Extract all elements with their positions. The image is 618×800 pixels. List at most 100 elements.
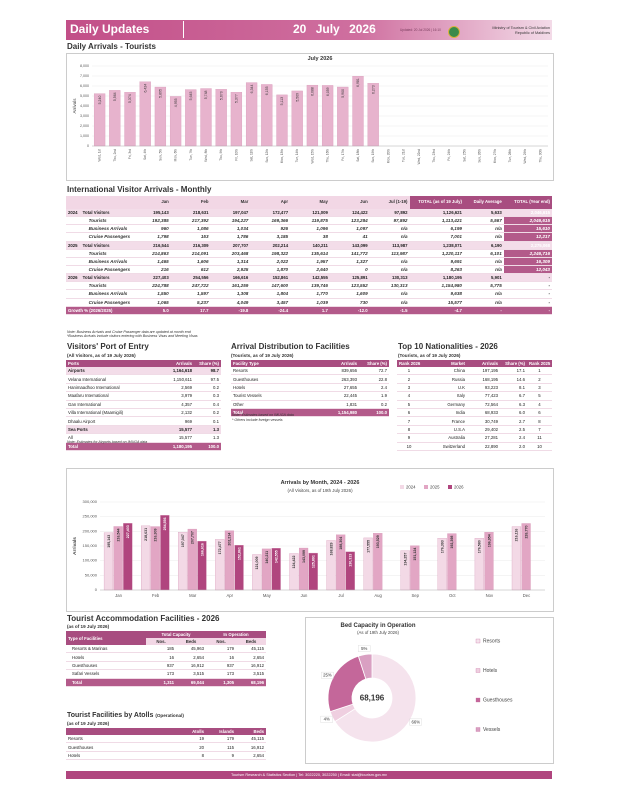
x-tick-label: Nov	[486, 593, 494, 598]
page-title: Daily Updates	[70, 22, 150, 36]
table-cell: 2,654	[176, 652, 206, 662]
table-cell: Guesthouses	[231, 374, 319, 384]
table-cell	[66, 249, 81, 258]
header-cell: Type of Facilities	[66, 631, 146, 645]
table-cell: 1,126,621	[409, 209, 464, 218]
y-tick-label: 2,000	[80, 124, 89, 128]
table-cell: 8.1	[500, 383, 527, 393]
table-cell: 113,987	[369, 241, 410, 250]
table-cell: 45,115	[236, 645, 266, 654]
table-cell: n/a	[369, 298, 410, 307]
table-cell: 179	[206, 645, 236, 654]
table-row: 5 Germany 72,564 6.3 4	[397, 400, 552, 409]
table-cell: 0.2	[194, 408, 221, 418]
value-label: 188,304	[339, 537, 343, 550]
table-cell: 142,555	[290, 273, 330, 283]
x-tick-label: Mon, 13th	[280, 149, 284, 163]
header-row: Facility Type Arrivals Share (%)	[231, 360, 389, 367]
section-subtitle: (All Visitors, as of 19 July 2026)	[67, 353, 136, 358]
header-cell: Ports	[66, 360, 156, 367]
table-cell: Resorts	[66, 735, 176, 744]
table-row: Cruise Passengers 1,798 153 1,786 3,185 38 41 n…	[66, 232, 552, 242]
table-cell: 16	[206, 652, 236, 662]
table-cell: 98.7	[194, 367, 221, 376]
table-cell: 5,775	[463, 281, 504, 291]
legend-swatch	[475, 697, 481, 703]
table-cell: 6.7	[500, 391, 527, 401]
donut-slice	[327, 655, 367, 713]
x-tick-label: Tue, 14th	[295, 149, 299, 163]
table-row: Resorts & Marinas 185 45,963 179 45,115	[66, 645, 266, 654]
value-label: 5,645	[189, 92, 193, 101]
value-label: 143,099	[302, 550, 306, 563]
ministry: Ministry of Tourism & Civil Aviation Repu…	[462, 26, 550, 35]
x-tick-label: Tue, 21st	[402, 149, 406, 162]
table-cell: 2,654	[236, 751, 266, 761]
section-title: Daily Arrivals - Tourists	[67, 42, 156, 51]
y-tick-label: 3,000	[80, 114, 89, 118]
row-label: Cruise Passengers	[80, 298, 131, 307]
table-cell: 29,402	[467, 425, 500, 435]
table-cell: 113,987	[369, 249, 410, 258]
table-cell: Total	[66, 678, 146, 687]
section-title: Tourist Facilities by Atolls (Operationa…	[67, 712, 184, 719]
table-cell: 5	[397, 400, 421, 409]
table-cell: 8	[397, 425, 421, 435]
table-cell: 97.5	[194, 374, 221, 384]
header-row: Rank 2026 Market Arrivals Share (%) Rank 202…	[397, 360, 552, 367]
table-cell: n/a	[463, 224, 504, 234]
table-row: 2 Russia 168,195 14.6 2	[397, 374, 552, 384]
header-cell: Beds	[236, 728, 266, 735]
top10-wrap: Rank 2026 Market Arrivals Share (%) Rank 202…	[397, 360, 552, 451]
x-tick-label: Wed, 22nd	[417, 149, 421, 165]
chart-frame	[66, 468, 554, 612]
table-cell	[66, 224, 81, 234]
table-cell: 179	[206, 735, 236, 744]
y-axis-label: Arrivals	[72, 98, 77, 114]
table-row: Hotels 8 9 2,654	[66, 751, 266, 761]
header-cell: Rank 2025	[527, 360, 552, 367]
y-tick-label: 150,000	[83, 543, 98, 548]
value-label: 5,509	[295, 93, 299, 102]
emblem	[448, 26, 460, 38]
value-label-bg	[320, 715, 333, 723]
y-tick-label: 7,000	[80, 74, 89, 78]
table-row: 6 India 68,933 6.0 6	[397, 408, 552, 418]
table-cell: 22,890	[467, 442, 500, 451]
table-cell: 1.9	[359, 391, 389, 401]
facilities-wrap: Facility Type Arrivals Share (%) Resorts 839…	[231, 360, 389, 418]
table-cell: 169,366	[250, 216, 291, 226]
x-tick-label: Mon, 27th	[493, 149, 497, 163]
table-cell: Germany	[421, 400, 467, 409]
header-cell: Atolls	[176, 728, 206, 735]
table-cell: 12,043	[503, 265, 552, 275]
x-tick-label: Jul	[338, 593, 343, 598]
table-cell: 263,393	[319, 374, 359, 384]
table-cell: 1,220,117	[409, 249, 464, 258]
day: 20	[293, 22, 307, 36]
value-label: 6,424	[143, 84, 147, 93]
x-tick-label: Thu, 30th	[538, 149, 542, 163]
table-cell: 0.2	[194, 383, 221, 393]
value-label: 5,240	[98, 96, 102, 105]
table-cell: 216,309	[170, 241, 211, 250]
table-cell: 16,309	[503, 257, 552, 266]
header-cell: Rank 2026	[397, 360, 421, 367]
y-tick-label: 200,000	[83, 528, 98, 533]
accommodation-table: Type of Facilities Total Capacity In Opera…	[66, 631, 266, 687]
y-tick-label: 0	[95, 587, 98, 592]
table-cell: 2	[527, 374, 552, 384]
table-cell: 2,925	[210, 265, 251, 275]
table-row: Cruise Passengers 216 612 2,925 1,870 2,640 0 n…	[66, 265, 552, 275]
table-cell: 1,113,421	[409, 216, 464, 226]
table-cell: 1,609	[329, 289, 370, 299]
table-cell: Safari Vessels	[66, 669, 146, 679]
table-cell: Velana International	[66, 374, 156, 384]
table-cell: 4	[527, 400, 552, 409]
notes: Note: Business Arrivals and Cruise Passe…	[67, 330, 198, 339]
table-cell: 15,577	[156, 433, 194, 443]
table-row: 8 U.S.A 29,402 2.5 7	[397, 425, 552, 435]
table-cell: 1,804	[250, 289, 291, 299]
table-cell: -	[463, 306, 504, 315]
table-cell: 216	[130, 265, 171, 275]
